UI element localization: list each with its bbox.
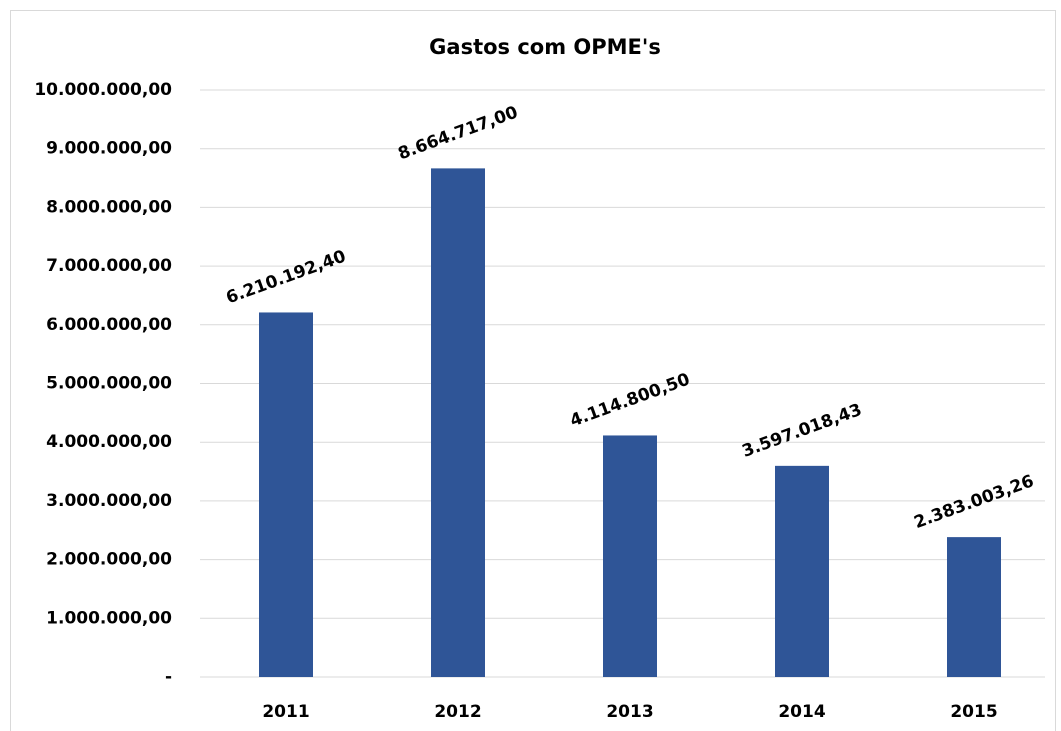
y-tick-label: 7.000.000,00 [46, 256, 172, 276]
y-tick-label: 4.000.000,00 [46, 432, 172, 452]
y-tick-label: 1.000.000,00 [46, 608, 172, 628]
y-tick-label: 8.000.000,00 [46, 197, 172, 217]
bar [603, 435, 657, 677]
bar [775, 465, 829, 677]
y-tick-label: - [165, 667, 172, 687]
chart-border [10, 10, 1056, 731]
bar [431, 168, 485, 678]
x-tick-label: 2012 [434, 702, 481, 722]
y-tick-label: 6.000.000,00 [46, 315, 172, 335]
x-tick-label: 2014 [778, 702, 825, 722]
bar [947, 537, 1001, 677]
y-tick-label: 5.000.000,00 [46, 374, 172, 394]
bar [259, 312, 313, 677]
y-tick-label: 2.000.000,00 [46, 550, 172, 570]
y-tick-label: 9.000.000,00 [46, 139, 172, 159]
x-tick-label: 2015 [950, 702, 997, 722]
x-tick-label: 2011 [262, 702, 309, 722]
y-tick-label: 10.000.000,00 [34, 80, 172, 100]
chart-title: Gastos com OPME's [429, 35, 661, 59]
x-tick-label: 2013 [606, 702, 653, 722]
y-tick-label: 3.000.000,00 [46, 491, 172, 511]
